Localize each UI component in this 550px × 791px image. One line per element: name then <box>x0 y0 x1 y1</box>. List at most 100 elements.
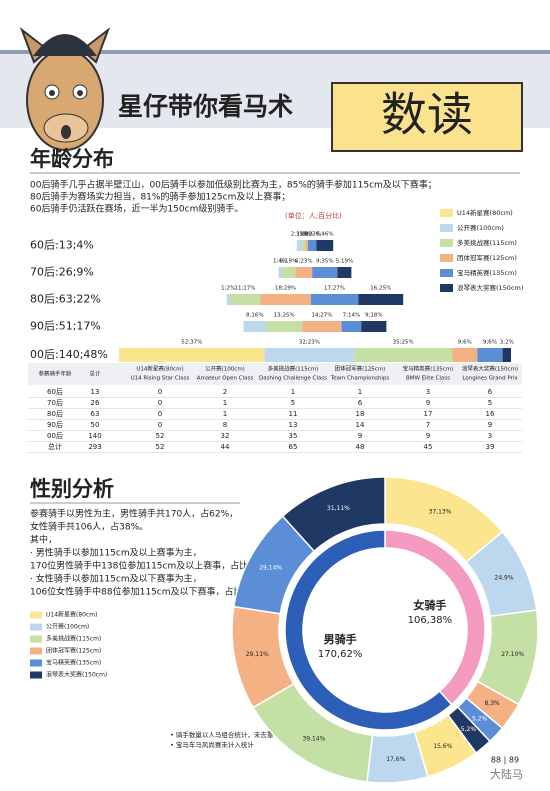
table-cell: 52 <box>156 443 165 451</box>
legend-swatch <box>30 659 42 667</box>
header-strip <box>0 50 550 54</box>
bar-segment <box>266 321 303 332</box>
badge-box <box>331 82 523 152</box>
table-cell: 80后 <box>47 409 63 418</box>
bar-segment <box>302 240 306 251</box>
table-cell: 32 <box>221 432 230 440</box>
value-label: 8;16% <box>246 313 264 319</box>
paragraph-line: 106位女性骑手中88位参加115cm及以下赛事，占比83%。 <box>30 586 272 598</box>
paragraph-line: 参赛骑手以男性为主，男性骑手共170人，占62%， <box>30 508 238 520</box>
table-header: 宝马精英赛(135cm) <box>403 365 454 373</box>
category-label: 70后:26;9% <box>30 266 94 279</box>
legend-label: 浪琴表大奖赛(150cm) <box>457 283 523 292</box>
value-label: 39,14% <box>302 735 325 742</box>
header-title: 星仔带你看马术 <box>118 92 293 121</box>
legend-swatch <box>440 224 453 232</box>
value-label: 3;2% <box>500 340 514 346</box>
bar-segment <box>354 348 453 362</box>
table-cell: 13 <box>289 421 298 429</box>
value-label: 6;46% <box>316 232 334 238</box>
table-header: 多美挑战赛(115cm) <box>268 365 319 373</box>
value-label: 1;2% <box>221 286 235 292</box>
value-label: 3;23% <box>303 232 321 238</box>
legend-label: 团体冠军赛(125cm) <box>46 647 101 655</box>
category-label: 90后:51;17% <box>30 320 101 333</box>
bar-segment <box>264 348 355 362</box>
table-cell: 140 <box>88 432 101 440</box>
value-label: 11;17% <box>234 286 255 292</box>
table-cell: 52 <box>156 432 165 440</box>
table-cell: 63 <box>91 410 100 418</box>
value-label: 27,10% <box>501 651 524 658</box>
bar-segment <box>452 348 478 362</box>
paragraph-line: 其中， <box>30 534 57 546</box>
value-label: 1;4% <box>273 259 287 265</box>
value-label: 14;27% <box>311 313 332 319</box>
legend-label: U14新星赛(80cm) <box>46 611 98 619</box>
category-label: 80后:63;22% <box>30 293 101 306</box>
paragraph-line: · 女性骑手以参加115cm及以下赛事为主， <box>30 573 202 585</box>
legend-label: U14新星赛(80cm) <box>457 208 513 217</box>
legend-swatch <box>440 239 453 247</box>
table-cell: 3 <box>426 388 430 396</box>
table-cell: 60后 <box>47 387 63 396</box>
table-cell: 9 <box>426 432 430 440</box>
table-header: Amateur Open Class <box>197 376 254 382</box>
outer-segment <box>281 476 386 553</box>
table-cell: 17 <box>424 410 433 418</box>
table-header-bg <box>28 363 522 385</box>
table-cell: 9 <box>488 421 492 429</box>
table-cell: 65 <box>289 443 298 451</box>
bar-segment <box>302 321 342 332</box>
bar-segment <box>295 267 313 278</box>
table-cell: 0 <box>158 388 162 396</box>
value-label: 52;37% <box>181 340 202 346</box>
legend-swatch <box>440 254 453 262</box>
category-label: 60后:13;4% <box>30 239 94 252</box>
value-label: 6;23% <box>295 259 313 265</box>
table-cell: 5 <box>488 399 492 407</box>
value-label: 17,6% <box>386 756 405 763</box>
table-cell: 35 <box>289 432 298 440</box>
value-label: 32;23% <box>299 340 320 346</box>
value-label: 7;14% <box>343 313 361 319</box>
table-header: 总计 <box>89 370 101 378</box>
inner-segment <box>284 529 453 731</box>
table-header: U14新星赛(80cm) <box>136 365 183 373</box>
legend-label: 浪琴表大奖赛(150cm) <box>46 671 107 679</box>
bar-segment <box>502 348 511 362</box>
value-label: 9;18% <box>365 313 383 319</box>
header-badge: 数读 <box>381 88 473 142</box>
table-cell: 39 <box>486 443 495 451</box>
legend-swatch <box>30 611 42 619</box>
group-label: 106,38% <box>408 615 453 626</box>
value-label: 1;8% <box>297 232 311 238</box>
table-cell: 44 <box>221 443 230 451</box>
legend-label: 宝马精英赛(135cm) <box>46 659 101 667</box>
table-cell: 26 <box>91 399 100 407</box>
bar-segment <box>316 240 334 251</box>
bar-segment <box>119 348 265 362</box>
table-header: 参赛骑手年龄 <box>38 370 72 378</box>
table-cell: 6 <box>358 399 363 407</box>
table-cell: 13 <box>91 388 100 396</box>
value-label: 15,6% <box>433 743 452 750</box>
horse-mascot <box>19 27 111 151</box>
table-cell: 1 <box>291 388 295 396</box>
table-cell: 70后 <box>47 398 63 407</box>
table-cell: 50 <box>91 421 100 429</box>
table-header: 公开赛(100cm) <box>205 365 245 373</box>
group-name: 女骑手 <box>413 598 446 612</box>
legend-swatch <box>30 635 42 643</box>
legend-label: 多美挑战赛(115cm) <box>457 238 517 247</box>
table-cell: 0 <box>158 421 162 429</box>
table-cell: 16 <box>486 410 495 418</box>
unit-note: (单位：人;百分比) <box>285 211 342 220</box>
page-number: 88 | 89 <box>491 756 519 765</box>
value-label: 2;15% <box>291 232 309 238</box>
table-header: 团体冠军赛(125cm) <box>335 365 386 373</box>
table-header: U14 Rising Star Class <box>131 376 190 382</box>
value-label: 9;35% <box>316 259 334 265</box>
table-header: 浪琴表大奖赛(150cm) <box>462 365 518 373</box>
section-heading: 年龄分布 <box>30 147 114 171</box>
